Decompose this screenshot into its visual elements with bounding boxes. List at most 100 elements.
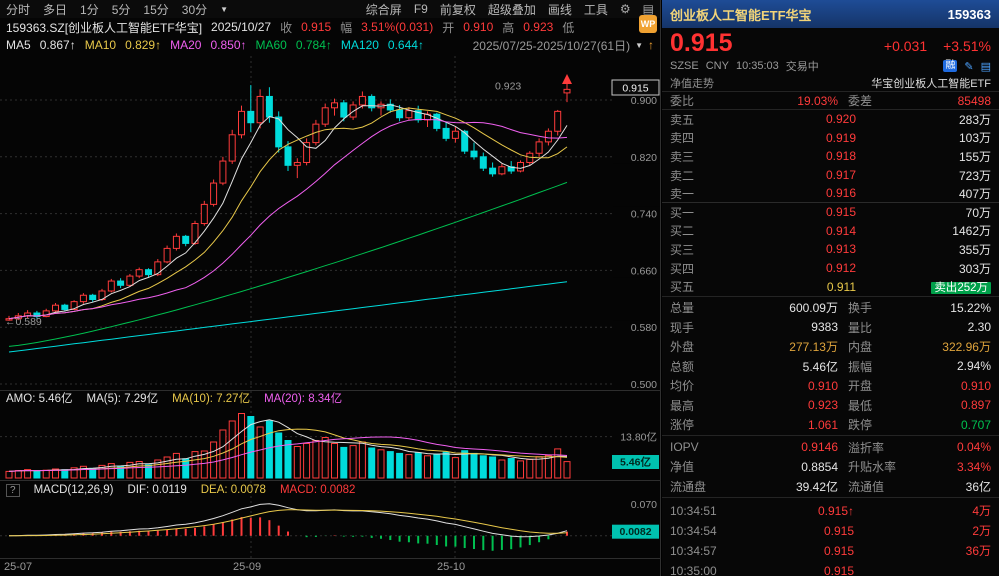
- ma120-label: MA120: [340, 38, 379, 52]
- svg-text:0.0082: 0.0082: [619, 526, 651, 538]
- market-meta-row: SZSE CNY 10:35:03 交易中 融 ✎ ▤: [662, 58, 999, 74]
- stats-row: 现手 9383 量比 2.30: [670, 320, 991, 335]
- bid-row-4[interactable]: 买四 0.912 303万: [670, 261, 991, 276]
- order-book: 卖五 0.920 283万 卖四 0.919 103万 卖三 0.918 155…: [662, 110, 999, 297]
- ma10-value: 0.829↑: [125, 38, 162, 52]
- btn-f9[interactable]: F9: [413, 2, 428, 16]
- tab-multiday[interactable]: 多日: [43, 2, 68, 17]
- trade-row: 10:35:00 0.915: [670, 563, 854, 576]
- btn-forward-adjusted[interactable]: 前复权: [439, 2, 476, 17]
- bid-row-2[interactable]: 买二 0.914 1462万: [670, 223, 991, 239]
- ma10-label: MA10: [84, 38, 117, 52]
- instrument-title: 创业板人工智能ETF华宝: [670, 7, 812, 23]
- tab-5min[interactable]: 5分: [111, 2, 131, 17]
- quote-header: 创业板人工智能ETF华宝 159363: [662, 0, 999, 28]
- ask-row-4[interactable]: 卖四 0.919 103万: [670, 130, 991, 146]
- nav-tab-row: 净值走势 华宝创业板人工智能ETF: [662, 74, 999, 92]
- tab-15min[interactable]: 15分: [143, 2, 169, 17]
- high-value: 0.923: [523, 20, 554, 34]
- stats-grid: 总量 600.09万 换手 15.22% 现手 9383 量比 2.30 外盘 277.1…: [662, 297, 999, 437]
- stats-row: 涨停 1.061 跌停 0.707: [670, 417, 991, 433]
- jump-to-latest-icon[interactable]: ↑: [648, 38, 654, 52]
- tab-nav-trend[interactable]: 净值走势: [670, 77, 714, 90]
- weicha-value: 85498: [957, 93, 991, 108]
- ask-row-3[interactable]: 卖三 0.918 155万: [670, 149, 991, 164]
- open-label: 开: [442, 20, 455, 35]
- volume-badge: [612, 455, 659, 469]
- macd-indicator-bar: ? MACD(12,26,9) DIF: 0.0119 DEA: 0.0078 …: [0, 483, 361, 497]
- weibi-row: 委比 19.03% 委差 85498: [662, 92, 999, 110]
- weicha-label: 委差: [848, 94, 873, 108]
- ma5-label: MA5: [6, 38, 31, 52]
- weibi-label: 委比: [670, 94, 695, 108]
- bid-row-1[interactable]: 买一 0.915 70万: [670, 205, 991, 220]
- open-value: 0.910: [463, 20, 494, 34]
- btn-draw-line[interactable]: 画线: [547, 2, 572, 17]
- macd-help-button[interactable]: ?: [6, 483, 20, 497]
- x-axis: 25-07 25-09 25-10: [0, 560, 661, 576]
- svg-text:0.740: 0.740: [631, 209, 657, 221]
- close-value: 0.915: [301, 20, 332, 34]
- low-label: 低: [562, 20, 575, 35]
- ma20-label: MA20: [170, 38, 202, 52]
- trade-flash-badge: 卖出252万: [931, 281, 991, 294]
- btn-tools[interactable]: 工具: [583, 2, 608, 17]
- tab-1min[interactable]: 1分: [80, 2, 99, 17]
- chevron-down-icon[interactable]: ▼: [220, 4, 229, 14]
- stats-row: 最高 0.923 最低 0.897: [670, 398, 991, 413]
- ma20-value: 0.850↑: [210, 38, 247, 52]
- trade-row: 10:34:51 0.915↑ 4万: [670, 503, 991, 519]
- candlestick-chart[interactable]: 0.900 0.820 0.740 0.660 0.580 0.500 0.923 ←0.58…: [0, 54, 661, 560]
- grid-layout-icon[interactable]: ▤: [642, 2, 654, 16]
- macd-value: MACD: 0.0082: [279, 484, 356, 496]
- low-marker: ←0.589: [5, 316, 42, 328]
- vol-ma20-value: MA(20): 8.34亿: [264, 393, 343, 405]
- iopv-row: 净值 0.8854 升贴水率 3.34%: [670, 459, 991, 475]
- iopv-section: IOPV 0.9146 溢折率 0.04% 净值 0.8854 升贴水率 3.34% 流…: [662, 436, 999, 498]
- currency-label: CNY: [705, 60, 729, 72]
- tab-timeshare[interactable]: 分时: [6, 2, 31, 17]
- close-label: 收: [280, 20, 293, 35]
- period-toolbar: 分时 多日 1分 5分 15分 30分 ▼ 综合屏 F9 前复权 超级叠加 画线…: [0, 0, 660, 18]
- range-value: 3.51%(0.031): [361, 20, 434, 34]
- svg-text:5.46亿: 5.46亿: [620, 456, 651, 469]
- svg-text:0.660: 0.660: [631, 265, 657, 277]
- vol-ma10-value: MA(10): 7.27亿: [172, 393, 251, 405]
- ma5-value: 0.867↑: [39, 38, 76, 52]
- panel-icon[interactable]: ▤: [980, 60, 991, 73]
- ma60-value: 0.784↑: [295, 38, 332, 52]
- ma120-value: 0.644↑: [387, 38, 424, 52]
- instrument-code-name: 159363.SZ[创业板人工智能ETF华宝]: [6, 20, 203, 35]
- wp-widget-badge[interactable]: WP: [639, 15, 657, 33]
- stats-row: 总量 600.09万 换手 15.22%: [670, 300, 991, 316]
- tab-30min[interactable]: 30分: [181, 2, 208, 17]
- date-range-selector[interactable]: 2025/07/25-2025/10/27(61日) ▼ ↑: [473, 37, 654, 54]
- bid-row-5[interactable]: 买五 0.911 卖出252万: [662, 277, 999, 296]
- margin-badge[interactable]: 融: [943, 60, 958, 72]
- quote-time: 10:35:03: [735, 60, 779, 72]
- ask-row-5[interactable]: 卖五 0.920 283万: [670, 112, 991, 127]
- quote-panel: 创业板人工智能ETF华宝 159363 0.915 +0.031 +3.51% …: [662, 0, 999, 576]
- gear-icon[interactable]: ⚙: [619, 2, 631, 16]
- volume-indicator-bar: AMO: 5.46亿 MA(5): 7.29亿 MA(10): 7.27亿 MA…: [0, 391, 348, 405]
- macd-params[interactable]: MACD(12,26,9): [33, 484, 114, 496]
- price-change: +0.031: [883, 38, 928, 54]
- ask-row-1[interactable]: 卖一 0.916 407万: [662, 184, 999, 203]
- date-range-text: 2025/07/25-2025/10/27(61日): [472, 38, 631, 53]
- x-label-jul: 25-07: [4, 561, 33, 573]
- svg-text:13.80亿: 13.80亿: [620, 431, 657, 444]
- btn-composite-screen[interactable]: 综合屏: [365, 2, 402, 17]
- current-price-badge: [611, 79, 660, 96]
- ask-row-2[interactable]: 卖二 0.917 723万: [670, 168, 991, 183]
- bid-row-3[interactable]: 买三 0.913 355万: [670, 242, 991, 257]
- x-label-oct: 25-10: [437, 561, 466, 573]
- edit-icon[interactable]: ✎: [964, 60, 974, 73]
- dif-value: DIF: 0.0119: [127, 484, 187, 496]
- btn-super-overlay[interactable]: 超级叠加: [487, 2, 536, 17]
- chart-section: 分时 多日 1分 5分 15分 30分 ▼ 综合屏 F9 前复权 超级叠加 画线…: [0, 0, 661, 576]
- trade-row: 10:34:57 0.915 36万: [670, 543, 991, 559]
- trade-list[interactable]: 10:34:51 0.915↑ 4万 10:34:54 0.915 2万 10:…: [662, 498, 999, 576]
- svg-text:0.915: 0.915: [622, 83, 648, 95]
- price-change-pct: +3.51%: [943, 38, 991, 54]
- svg-text:0.900: 0.900: [631, 95, 657, 107]
